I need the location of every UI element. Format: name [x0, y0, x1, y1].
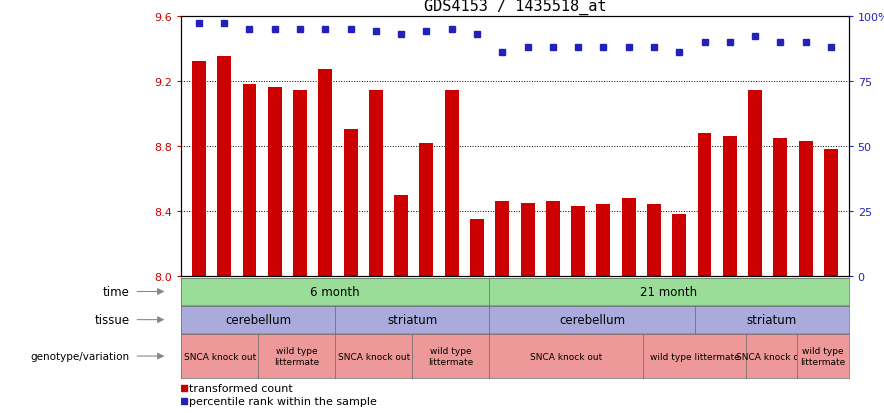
Bar — [394, 195, 408, 276]
Bar — [774, 138, 788, 276]
Text: cerebellum: cerebellum — [559, 313, 625, 326]
Bar — [597, 205, 610, 276]
Bar — [723, 137, 736, 276]
Bar — [192, 62, 206, 276]
Text: wild type littermate: wild type littermate — [650, 352, 740, 361]
Bar — [697, 133, 712, 276]
Text: striatum: striatum — [746, 313, 796, 326]
Bar — [344, 130, 357, 276]
Bar — [470, 219, 484, 276]
Text: SNCA knock out: SNCA knock out — [338, 352, 410, 361]
Text: wild type
littermate: wild type littermate — [428, 347, 473, 366]
Bar — [571, 206, 585, 276]
Text: genotype/variation: genotype/variation — [30, 351, 129, 361]
Bar — [268, 88, 282, 276]
Text: percentile rank within the sample: percentile rank within the sample — [188, 396, 377, 406]
Text: wild type
littermate: wild type littermate — [274, 347, 319, 366]
Text: tissue: tissue — [95, 313, 129, 326]
Bar — [647, 205, 661, 276]
Text: striatum: striatum — [387, 313, 438, 326]
Bar — [748, 91, 762, 276]
Text: wild type
littermate: wild type littermate — [800, 347, 846, 366]
Text: SNCA knock out: SNCA knock out — [530, 352, 602, 361]
Text: cerebellum: cerebellum — [225, 313, 292, 326]
Bar — [217, 57, 231, 276]
Text: transformed count: transformed count — [188, 383, 293, 393]
Title: GDS4153 / 1435518_at: GDS4153 / 1435518_at — [423, 0, 606, 15]
Text: SNCA knock out: SNCA knock out — [184, 352, 255, 361]
Bar — [495, 202, 509, 276]
Bar — [318, 70, 332, 276]
Bar — [293, 91, 307, 276]
Bar — [242, 85, 256, 276]
Bar — [369, 91, 383, 276]
Text: 21 month: 21 month — [640, 285, 697, 298]
Bar — [621, 198, 636, 276]
Text: 6 month: 6 month — [310, 285, 360, 298]
Bar — [521, 203, 535, 276]
Text: time: time — [103, 285, 129, 298]
Bar — [546, 202, 560, 276]
Bar — [420, 143, 433, 276]
Bar — [824, 150, 838, 276]
Text: SNCA knock out: SNCA knock out — [735, 352, 808, 361]
Bar — [445, 91, 459, 276]
Bar — [673, 215, 686, 276]
Bar — [799, 142, 812, 276]
